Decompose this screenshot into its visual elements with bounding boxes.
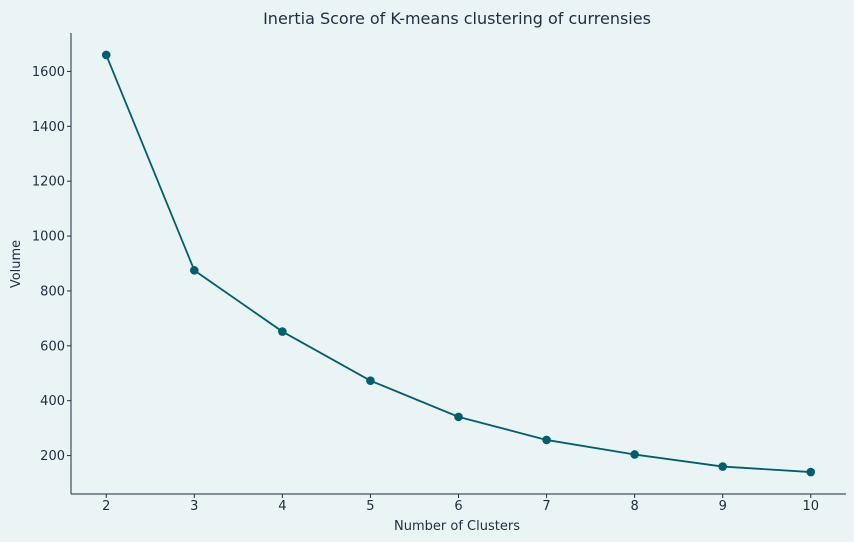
y-tick-label: 800 xyxy=(40,284,65,299)
y-tick-label: 400 xyxy=(40,394,65,409)
y-tick-label: 600 xyxy=(40,339,65,354)
y-tick-label: 1200 xyxy=(32,175,65,190)
y-tick-label: 200 xyxy=(40,449,65,464)
data-point xyxy=(454,412,463,422)
x-tick-label: 3 xyxy=(190,499,198,514)
y-axis-ticks: 200 400 600 800 1000 1200 1400 1600 xyxy=(32,65,71,464)
y-tick-label: 1400 xyxy=(32,120,65,135)
data-point xyxy=(806,467,816,477)
data-point xyxy=(366,376,375,385)
series-line xyxy=(105,54,811,473)
data-point xyxy=(189,266,199,275)
data-point xyxy=(101,50,111,60)
x-tick-label: 8 xyxy=(630,499,638,514)
series-layer xyxy=(101,50,816,477)
x-tick-label: 5 xyxy=(366,499,374,514)
x-tick-label: 9 xyxy=(719,499,727,514)
data-point xyxy=(718,462,728,471)
y-axis-label: Volume xyxy=(9,240,24,288)
x-tick-label: 7 xyxy=(542,499,550,514)
x-axis-ticks: 2 3 4 5 6 7 8 9 10 xyxy=(102,494,819,514)
data-point xyxy=(542,435,551,445)
x-axis-label: Number of Clusters xyxy=(394,519,520,534)
data-point xyxy=(630,450,639,459)
x-tick-label: 6 xyxy=(454,499,462,514)
x-tick-label: 10 xyxy=(802,499,819,514)
x-tick-label: 2 xyxy=(102,499,110,514)
plot-area: 200 400 600 800 1000 1200 1400 1600 2 3 4 5 6 7 8 9 10 xyxy=(32,33,846,514)
y-tick-label: 1000 xyxy=(32,230,65,245)
data-point xyxy=(278,327,287,336)
y-tick-label: 1600 xyxy=(32,65,65,80)
chart-title: Inertia Score of K-means clustering of c… xyxy=(263,9,651,28)
x-tick-label: 4 xyxy=(278,499,286,514)
